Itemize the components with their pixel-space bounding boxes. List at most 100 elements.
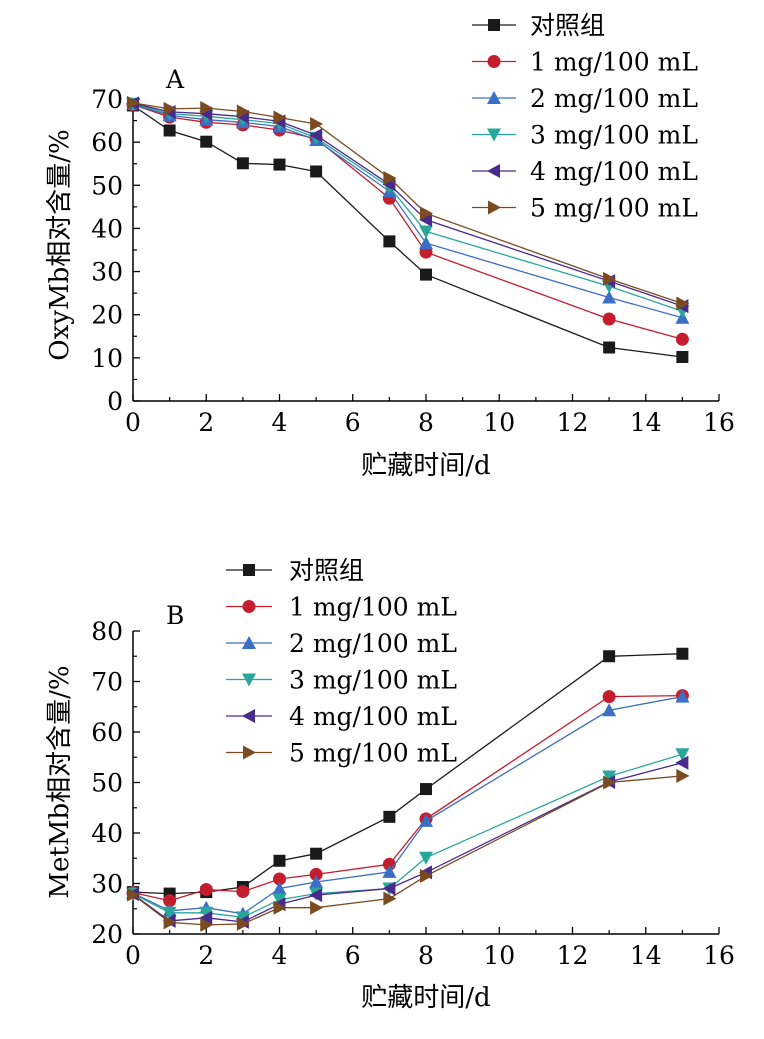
- data-point-a-5-3: [236, 104, 250, 119]
- series-a-5: [127, 95, 690, 311]
- data-point-a-2-8: [602, 290, 617, 304]
- x-tick-label-b: 4: [272, 941, 288, 970]
- legend-marker-b-4: [242, 709, 255, 723]
- legend-label-a-5: 5 mg/100 mL: [530, 194, 698, 223]
- y-tick-label-b: 40: [91, 819, 123, 848]
- data-point-b-0-4: [273, 854, 286, 867]
- x-axis-title-b: 贮藏时间/d: [361, 983, 490, 1013]
- legend-label-b-3: 3 mg/100 mL: [289, 666, 457, 695]
- legend-label-a-2: 2 mg/100 mL: [530, 84, 698, 113]
- x-axis-title-a: 贮藏时间/d: [361, 451, 490, 481]
- y-tick-label-a: 70: [91, 85, 123, 114]
- data-point-a-5-2: [200, 101, 214, 116]
- data-point-b-4-2: [199, 910, 213, 925]
- data-point-a-5-5: [310, 117, 324, 132]
- data-point-b-1-1: [163, 894, 177, 908]
- legend-marker-a-2: [487, 91, 501, 104]
- series-line-b-1: [132, 694, 683, 902]
- data-point-a-0-3: [236, 157, 249, 170]
- data-point-a-5-0: [127, 95, 140, 110]
- y-tick-label-b: 20: [91, 920, 123, 949]
- data-point-b-0-5: [310, 847, 323, 860]
- data-point-a-4-5: [309, 128, 323, 143]
- y-tick-label-a: 20: [91, 301, 123, 330]
- legend-label-a-0: 对照组: [530, 11, 605, 40]
- data-point-a-5-4: [273, 110, 287, 125]
- x-tick-label-a: 6: [345, 408, 361, 437]
- y-tick-label-b: 60: [91, 718, 123, 747]
- legend-marker-a-3: [487, 128, 501, 142]
- data-point-a-5-1: [163, 101, 177, 116]
- data-point-b-3-2: [199, 906, 214, 920]
- data-point-a-4-7: [419, 212, 432, 227]
- y-tick-label-b: 70: [91, 668, 123, 697]
- series-line-a-1: [132, 103, 683, 340]
- series-line-b-5: [132, 775, 683, 926]
- x-tick-label-b: 8: [418, 941, 434, 970]
- legend-marker-b-0: [243, 564, 255, 576]
- x-tick-label-a: 10: [483, 408, 515, 437]
- series-line-a-5: [132, 102, 683, 305]
- series-line-a-4: [132, 102, 683, 307]
- y-tick-label-a: 50: [91, 171, 123, 200]
- data-point-a-0-1: [163, 124, 176, 137]
- data-point-a-0-8: [603, 341, 616, 354]
- data-point-b-1-4: [273, 872, 286, 886]
- x-tick-label-b: 14: [630, 941, 662, 970]
- panel-label-b: B: [166, 601, 184, 630]
- x-tick-label-b: 0: [125, 941, 141, 970]
- data-point-b-3-7: [419, 851, 433, 865]
- data-point-b-3-4: [272, 893, 287, 907]
- series-line-b-2: [132, 695, 683, 915]
- legend-marker-a-0: [488, 19, 500, 31]
- y-tick-label-a: 40: [91, 214, 123, 243]
- data-point-a-1-9: [675, 332, 689, 346]
- data-point-b-1-5: [309, 867, 323, 881]
- data-point-a-0-6: [383, 235, 396, 248]
- data-point-b-5-5: [310, 900, 324, 915]
- data-point-b-2-5: [309, 874, 324, 888]
- data-point-b-4-5: [309, 888, 323, 903]
- legend-label-a-3: 3 mg/100 mL: [530, 121, 698, 150]
- data-point-a-2-7: [419, 236, 433, 250]
- data-point-b-2-7: [419, 813, 433, 827]
- legend-a: 对照组 1 mg/100 mL 2 mg/100 mL 3 mg/100 mL 4 mg…: [472, 11, 698, 223]
- data-point-a-3-7: [419, 225, 433, 239]
- legend-marker-b-2: [242, 636, 256, 649]
- data-point-b-1-8: [602, 690, 616, 704]
- legend-marker-a-1: [487, 55, 501, 68]
- legend-label-b-0: 对照组: [289, 556, 364, 585]
- legend-label-b-5: 5 mg/100 mL: [289, 739, 457, 768]
- data-point-b-5-1: [163, 915, 177, 930]
- y-tick-label-b: 50: [91, 769, 123, 798]
- series-line-b-3: [132, 753, 683, 918]
- y-tick-label-a: 30: [91, 258, 123, 287]
- legend-b: 对照组 1 mg/100 mL 2 mg/100 mL 3 mg/100 mL 4 mg…: [226, 556, 457, 768]
- data-point-b-5-3: [236, 916, 250, 931]
- data-point-a-0-5: [310, 165, 323, 178]
- panel-b: B 贮藏时间/d MetMb相对含量/% 0 2 4 6 8 10 12 14 16 20 30 40…: [45, 556, 735, 1013]
- series-line-a-3: [132, 103, 683, 312]
- data-point-b-0-6: [383, 810, 396, 823]
- data-point-b-5-6: [383, 891, 397, 906]
- series-line-b-4: [132, 762, 683, 923]
- y-tick-label-a: 10: [91, 344, 123, 373]
- x-tick-label-a: 16: [703, 408, 735, 437]
- y-tick-label-a: 0: [107, 387, 123, 416]
- data-point-b-1-3: [236, 885, 250, 899]
- data-point-b-5-2: [200, 917, 214, 932]
- legend-marker-b-3: [242, 673, 256, 687]
- data-point-b-3-1: [162, 906, 177, 920]
- data-point-a-5-6: [383, 170, 397, 185]
- x-tick-label-a: 12: [557, 408, 589, 437]
- series-a-0: [127, 99, 689, 363]
- y-tick-label-b: 30: [91, 870, 123, 899]
- data-point-b-3-3: [235, 911, 250, 925]
- data-point-a-0-2: [200, 135, 213, 148]
- data-point-b-4-9: [675, 755, 689, 770]
- data-point-b-5-0: [127, 887, 140, 902]
- data-point-a-1-8: [602, 312, 616, 326]
- data-point-a-0-9: [676, 350, 689, 363]
- data-point-a-0-7: [420, 268, 432, 281]
